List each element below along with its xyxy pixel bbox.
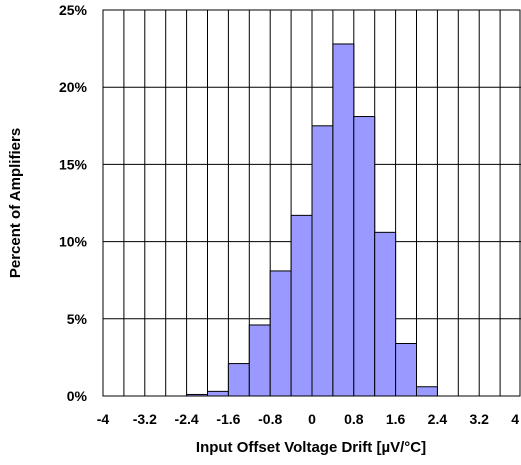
- y-tick-label: 15%: [59, 156, 88, 172]
- x-tick-label: -2.4: [175, 411, 199, 427]
- histogram-bar: [416, 386, 438, 397]
- plot-frame: [102, 9, 521, 397]
- x-axis-title: Input Offset Voltage Drift [µV/°C]: [196, 439, 426, 456]
- x-tick-label: 1.6: [386, 411, 406, 427]
- histogram-bar: [374, 231, 397, 397]
- x-tick-label: -4: [97, 411, 110, 427]
- y-tick-labels: 0% 5% 10% 15% 20% 25%: [59, 2, 88, 404]
- x-tick-label: 0: [308, 411, 316, 427]
- histogram-bar: [395, 343, 418, 397]
- histogram-bar: [311, 125, 334, 397]
- x-tick-label: -1.6: [216, 411, 240, 427]
- y-tick-label: 0%: [67, 388, 88, 404]
- y-tick-label: 5%: [67, 311, 88, 327]
- x-tick-label: 2.4: [428, 411, 448, 427]
- x-tick-label: 3.2: [469, 411, 489, 427]
- y-tick-label: 20%: [59, 79, 88, 95]
- bars: [186, 43, 438, 397]
- y-axis-title: Percent of Amplifiers: [7, 128, 24, 278]
- x-tick-label: 0.8: [344, 411, 364, 427]
- x-tick-label: -3.2: [133, 411, 157, 427]
- y-tick-label: 10%: [59, 234, 88, 250]
- histogram-bar: [269, 270, 292, 397]
- histogram-bar: [248, 324, 271, 397]
- histogram-bar: [353, 116, 376, 397]
- histogram-bar: [290, 214, 313, 397]
- histogram-bar: [332, 43, 355, 397]
- y-tick-label: 25%: [59, 2, 88, 18]
- x-tick-label: -0.8: [258, 411, 282, 427]
- x-tick-label: 4: [511, 411, 519, 427]
- x-tick-labels: -4 -3.2 -2.4 -1.6 -0.8 0 0.8 1.6 2.4 3.2 4: [97, 411, 519, 427]
- histogram-bar: [207, 390, 229, 397]
- histogram-bar: [227, 363, 250, 397]
